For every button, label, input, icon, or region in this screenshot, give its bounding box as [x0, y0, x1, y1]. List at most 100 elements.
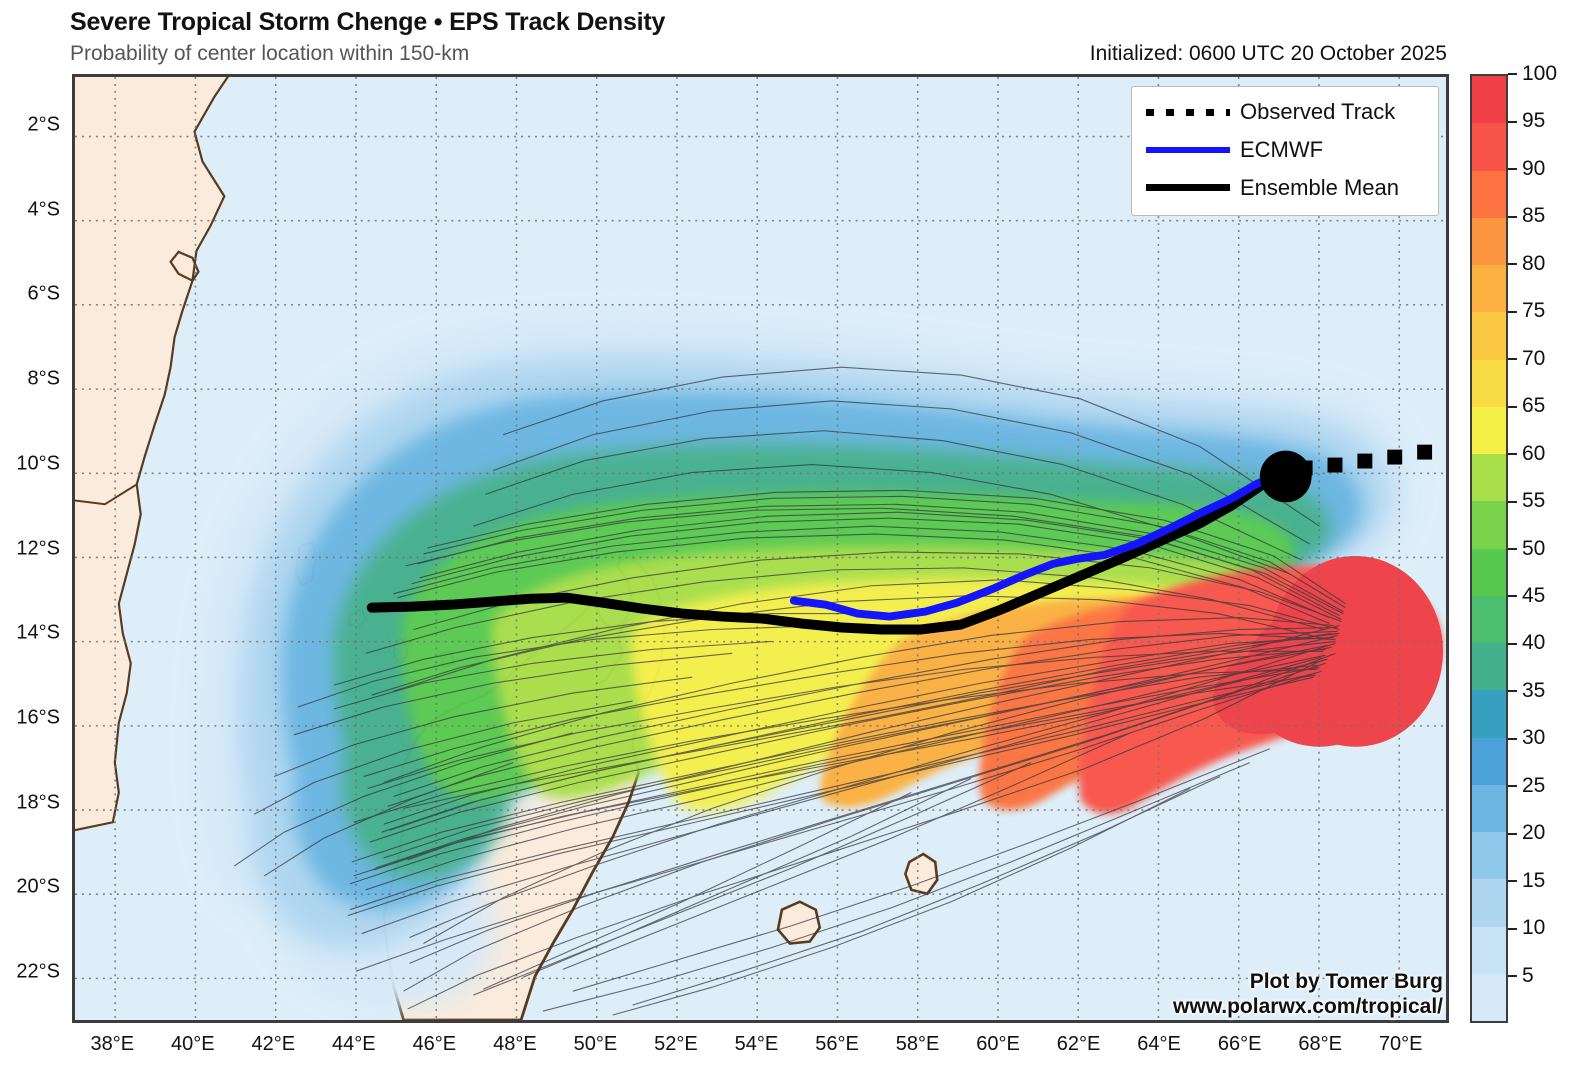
x-tick-label: 54°E	[734, 1033, 779, 1055]
ecmwf-track	[789, 462, 1288, 621]
legend-label-ecmwf: ECMWF	[1240, 137, 1324, 162]
colorbar	[1470, 74, 1508, 1023]
x-tick-label: 68°E	[1298, 1033, 1342, 1055]
map-canvas	[75, 77, 1446, 1020]
colorbar-swatch	[1472, 265, 1506, 313]
y-tick-label: 8°S	[27, 367, 60, 390]
colorbar-tick-label: 55	[1508, 489, 1545, 513]
observed-track-line-icon	[1144, 102, 1232, 122]
colorbar-tick-label: 95	[1508, 109, 1545, 133]
colorbar-swatch	[1472, 595, 1506, 643]
ensemble-mean-track	[366, 461, 1289, 635]
colorbar-swatch	[1472, 926, 1506, 974]
colorbar-swatch	[1472, 359, 1506, 407]
colorbar-tick-label: 60	[1508, 442, 1545, 466]
y-tick-label: 20°S	[16, 875, 60, 898]
colorbar-swatch	[1472, 170, 1506, 218]
colorbar-swatch	[1472, 832, 1506, 880]
y-axis-labels: 2°S 4°S 6°S 8°S 10°S 12°S 14°S 16°S 18°S 20°S 22°S	[0, 0, 70, 1076]
x-tick-label: 44°E	[332, 1033, 376, 1055]
x-axis-labels: 38°E 40°E 42°E 44°E 46°E 48°E 50°E 52°E 54°E 56°E…	[0, 1033, 1575, 1073]
map-legend: Observed Track ECMWF Ensemble Mean	[1131, 86, 1439, 216]
colorbar-swatch	[1472, 454, 1506, 502]
colorbar-tick-label: 15	[1508, 869, 1545, 893]
y-tick-label: 6°S	[27, 282, 60, 305]
colorbar-swatch	[1472, 737, 1506, 785]
initialized-timestamp: Initialized: 0600 UTC 20 October 2025	[1089, 42, 1447, 65]
y-tick-label: 2°S	[27, 113, 60, 136]
legend-item-observed-track: Observed Track	[1144, 93, 1428, 131]
y-tick-label: 10°S	[16, 452, 60, 475]
colorbar-tick-label: 65	[1508, 394, 1545, 418]
colorbar-tick-label: 5	[1508, 964, 1534, 988]
colorbar-swatch	[1472, 501, 1506, 549]
x-tick-label: 62°E	[1056, 1033, 1101, 1055]
x-tick-label: 70°E	[1378, 1033, 1423, 1055]
landmass-africa	[75, 77, 229, 832]
colorbar-swatch	[1472, 690, 1506, 738]
colorbar-swatch	[1472, 643, 1506, 691]
country-border-line	[75, 483, 138, 506]
colorbar-tick-label: 70	[1508, 347, 1545, 371]
colorbar-swatch	[1472, 217, 1506, 265]
map-svg	[75, 77, 1446, 1020]
colorbar-tick-label: 30	[1508, 726, 1545, 750]
page-title: Severe Tropical Storm Chenge • EPS Track…	[70, 8, 666, 36]
x-tick-label: 46°E	[412, 1033, 457, 1055]
colorbar-tick-label: 75	[1508, 299, 1545, 323]
x-tick-label: 38°E	[90, 1033, 135, 1055]
x-tick-label: 50°E	[573, 1033, 618, 1055]
colorbar-swatch	[1472, 973, 1506, 1021]
y-tick-label: 18°S	[16, 791, 60, 814]
colorbar-tick-label: 20	[1508, 821, 1545, 845]
colorbar-tick-label: 25	[1508, 774, 1545, 798]
x-tick-label: 56°E	[815, 1033, 859, 1055]
colorbar-tick-label: 45	[1508, 584, 1545, 608]
x-tick-label: 58°E	[895, 1033, 940, 1055]
y-tick-label: 14°S	[16, 621, 60, 644]
y-tick-label: 22°S	[16, 960, 60, 983]
colorbar-tick-label: 10	[1508, 916, 1545, 940]
ensemble-mean-line-icon	[1144, 178, 1232, 198]
legend-label-observed-track: Observed Track	[1240, 99, 1396, 124]
colorbar-tick-label: 85	[1508, 204, 1545, 228]
legend-label-ensemble-mean: Ensemble Mean	[1240, 175, 1399, 200]
density-core-100	[1213, 555, 1444, 747]
x-tick-label: 42°E	[251, 1033, 296, 1055]
credit-block: Plot by Tomer Burg www.polarwx.com/tropi…	[1173, 969, 1443, 1020]
colorbar-tick-label: 100	[1508, 62, 1557, 86]
colorbar-tick-label: 90	[1508, 157, 1545, 181]
map-plot-area[interactable]	[72, 74, 1449, 1023]
x-tick-label: 48°E	[493, 1033, 537, 1055]
page-subtitle: Probability of center location within 15…	[70, 42, 470, 65]
legend-item-ensemble-mean: Ensemble Mean	[1144, 169, 1428, 207]
storm-center-marker	[1259, 450, 1312, 503]
x-tick-label: 66°E	[1217, 1033, 1262, 1055]
credit-url: www.polarwx.com/tropical/	[1173, 995, 1443, 1019]
x-tick-label: 52°E	[654, 1033, 698, 1055]
colorbar-swatch	[1472, 123, 1506, 171]
island-reunion	[776, 900, 822, 945]
colorbar-tick-labels: 5 10 15 20 25 30 35 40 45 50 55 60 65 70 75 80 85 90 95 100	[1508, 62, 1572, 1023]
ecmwf-line-icon	[1144, 140, 1232, 160]
y-tick-label: 12°S	[16, 537, 60, 559]
colorbar-swatch	[1472, 784, 1506, 832]
colorbar-swatch	[1472, 406, 1506, 454]
x-tick-label: 64°E	[1137, 1033, 1181, 1055]
colorbar-tick-label: 50	[1508, 537, 1545, 561]
x-tick-label: 60°E	[976, 1033, 1020, 1055]
colorbar-swatch	[1472, 879, 1506, 927]
colorbar-swatch	[1472, 548, 1506, 596]
legend-item-ecmwf: ECMWF	[1144, 131, 1428, 169]
ensemble-member-tracks	[233, 366, 1346, 1016]
y-tick-label: 16°S	[16, 706, 60, 729]
y-tick-label: 4°S	[27, 198, 60, 221]
coast-detail-north	[169, 250, 200, 283]
colorbar-swatch	[1472, 312, 1506, 360]
credit-author: Plot by Tomer Burg	[1249, 969, 1443, 993]
colorbar-swatch	[1472, 76, 1506, 124]
x-tick-label: 40°E	[170, 1033, 215, 1055]
colorbar-tick-label: 80	[1508, 252, 1545, 276]
island-mauritius	[903, 852, 939, 896]
colorbar-tick-label: 35	[1508, 679, 1545, 703]
